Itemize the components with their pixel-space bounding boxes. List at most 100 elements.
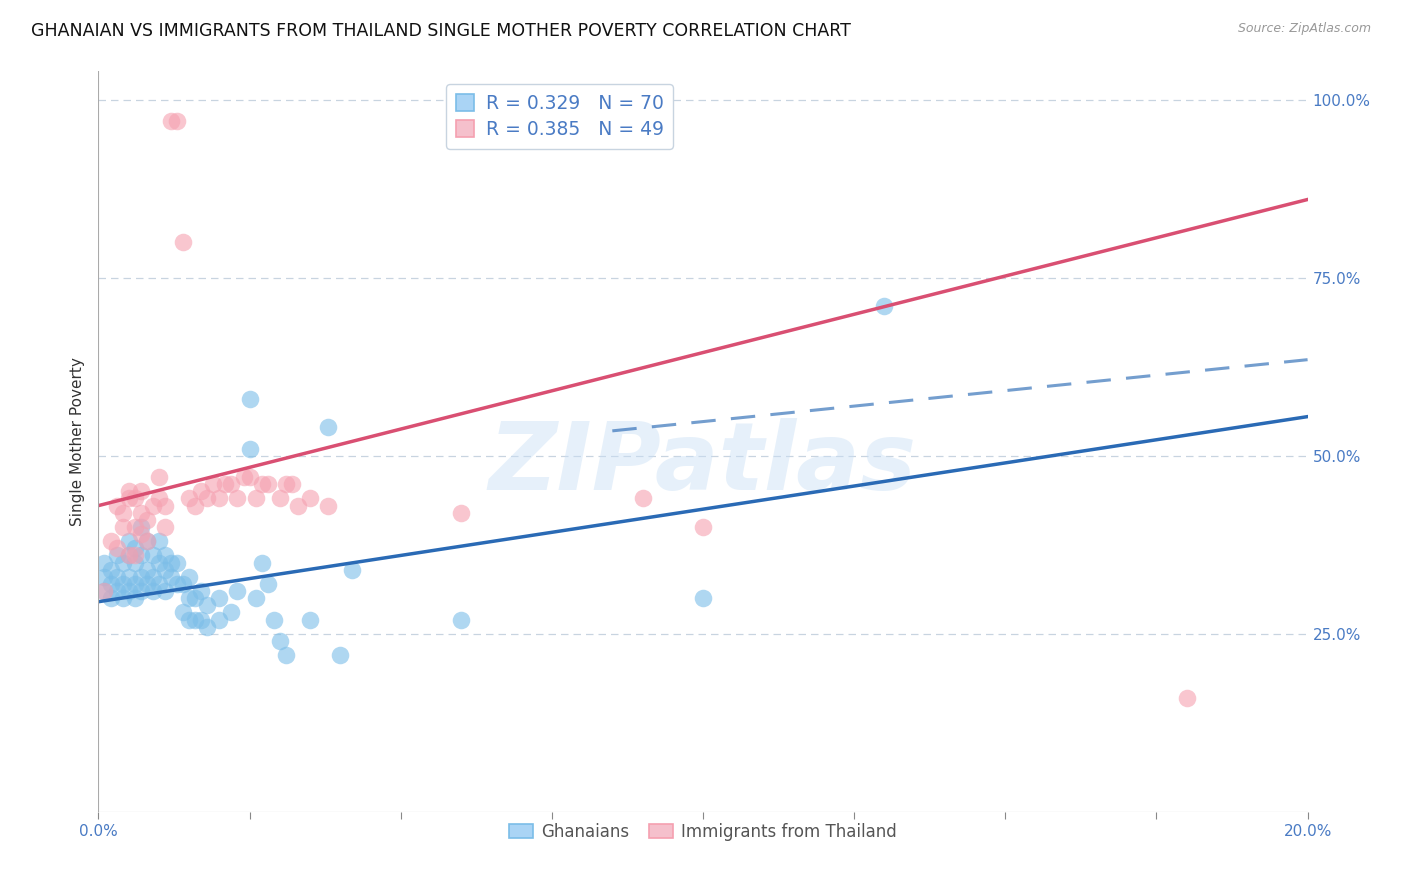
Point (118, 549, 141, 563)
Text: Source: ZipAtlas.com: Source: ZipAtlas.com (1237, 22, 1371, 36)
Point (105, 541, 128, 556)
Point (111, 591, 134, 606)
Point (269, 633, 291, 648)
Point (221, 606, 243, 620)
Point (274, 477, 297, 491)
Point (190, 484, 212, 499)
Point (214, 477, 236, 491)
Point (190, 613, 212, 627)
Point (184, 613, 207, 627)
Point (93, 584, 115, 599)
Point (299, 613, 322, 627)
Point (100, 577, 122, 591)
Point (239, 442, 262, 456)
Point (179, 491, 201, 506)
Point (129, 520, 152, 534)
Point (105, 584, 128, 599)
Point (142, 570, 165, 584)
Point (160, 114, 183, 128)
Point (100, 563, 122, 577)
Legend: Ghanaians, Immigrants from Thailand: Ghanaians, Immigrants from Thailand (503, 816, 903, 847)
Point (129, 506, 152, 520)
Point (135, 577, 157, 591)
Text: GHANAIAN VS IMMIGRANTS FROM THAILAND SINGLE MOTHER POVERTY CORRELATION CHART: GHANAIAN VS IMMIGRANTS FROM THAILAND SIN… (31, 22, 851, 40)
Point (160, 570, 183, 584)
Point (287, 499, 309, 513)
Point (124, 591, 146, 606)
Point (142, 584, 165, 599)
Point (195, 599, 218, 613)
Point (208, 613, 231, 627)
Point (129, 527, 152, 541)
Point (195, 491, 218, 506)
Point (111, 556, 134, 570)
Point (239, 392, 262, 406)
Point (153, 520, 176, 534)
Point (118, 570, 141, 584)
Point (184, 591, 207, 606)
Point (166, 114, 188, 128)
Point (135, 513, 157, 527)
Point (250, 556, 273, 570)
Point (226, 491, 249, 506)
Point (179, 570, 201, 584)
Point (153, 584, 176, 599)
Point (93, 584, 115, 599)
Point (111, 520, 134, 534)
Point (153, 549, 176, 563)
Point (221, 477, 243, 491)
Point (239, 470, 262, 484)
Point (148, 577, 170, 591)
Point (124, 549, 146, 563)
Point (124, 520, 146, 534)
Point (245, 491, 267, 506)
Point (208, 591, 231, 606)
Point (692, 591, 714, 606)
Point (135, 534, 157, 549)
Point (105, 549, 128, 563)
Point (316, 499, 339, 513)
Point (299, 491, 322, 506)
Point (166, 556, 188, 570)
Point (124, 541, 146, 556)
Point (135, 563, 157, 577)
Point (202, 477, 225, 491)
Point (226, 584, 249, 599)
Point (208, 491, 231, 506)
Point (124, 491, 146, 506)
Point (118, 484, 141, 499)
Point (135, 534, 157, 549)
Point (179, 613, 201, 627)
Point (245, 591, 267, 606)
Point (118, 549, 141, 563)
Point (124, 556, 146, 570)
Point (316, 420, 339, 434)
Point (250, 477, 273, 491)
Point (124, 577, 146, 591)
Point (118, 584, 141, 599)
Point (873, 299, 896, 313)
Point (184, 499, 207, 513)
Point (111, 577, 134, 591)
Point (153, 563, 176, 577)
Point (148, 470, 170, 484)
Point (172, 235, 194, 250)
Point (329, 648, 352, 662)
Point (129, 570, 152, 584)
Point (148, 534, 170, 549)
Point (172, 577, 194, 591)
Point (281, 477, 304, 491)
Point (256, 577, 278, 591)
Point (148, 491, 170, 506)
Point (631, 491, 654, 506)
Point (142, 549, 165, 563)
Point (232, 470, 254, 484)
Point (160, 556, 183, 570)
Point (1175, 690, 1198, 705)
Point (190, 584, 212, 599)
Point (118, 491, 141, 506)
Point (179, 591, 201, 606)
Point (274, 648, 297, 662)
Point (105, 499, 128, 513)
Point (129, 549, 152, 563)
